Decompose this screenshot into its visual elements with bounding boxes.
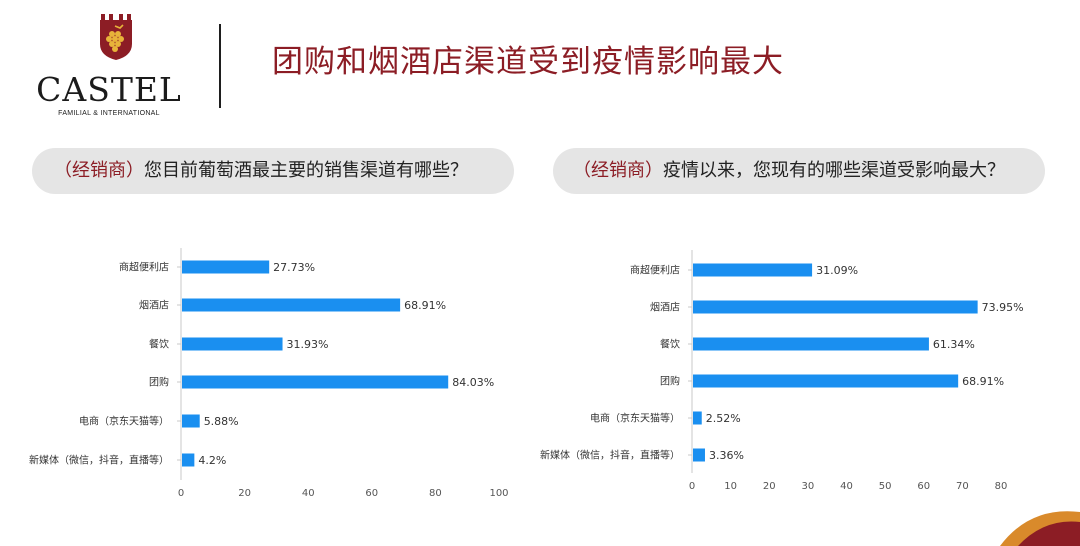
category-label: 团购 xyxy=(149,376,169,389)
x-tick-label: 10 xyxy=(724,481,737,492)
x-tick-label: 20 xyxy=(238,488,251,499)
bar xyxy=(693,337,929,351)
data-label: 68.91% xyxy=(962,375,1004,388)
category-label: 商超便利店 xyxy=(630,264,680,277)
category-label: 电商（京东天猫等） xyxy=(590,412,680,425)
bar xyxy=(693,374,959,388)
x-tick-label: 40 xyxy=(302,488,315,499)
category-label: 烟酒店 xyxy=(139,299,169,312)
data-label: 4.2% xyxy=(198,454,226,467)
x-tick-label: 50 xyxy=(879,481,892,492)
question-pill-2: （经销商）疫情以来，您现有的哪些渠道受影响最大？ xyxy=(553,148,1045,194)
bar xyxy=(693,411,702,425)
question-tag: （经销商） xyxy=(573,160,663,181)
bar xyxy=(182,337,283,351)
x-tick-label: 30 xyxy=(802,481,815,492)
bar xyxy=(182,375,449,389)
bar xyxy=(693,263,813,277)
x-tick-label: 100 xyxy=(489,488,508,499)
question-text: 疫情以来，您现有的哪些渠道受影响最大？ xyxy=(663,160,1005,181)
crest-icon xyxy=(100,14,132,60)
data-label: 3.36% xyxy=(709,449,744,462)
bar xyxy=(693,448,705,462)
bar xyxy=(693,300,978,314)
data-label: 73.95% xyxy=(982,301,1024,314)
data-label: 5.88% xyxy=(204,415,239,428)
page-title: 团购和烟酒店渠道受到疫情影响最大 xyxy=(272,44,784,80)
x-tick-label: 60 xyxy=(365,488,378,499)
x-tick-label: 20 xyxy=(763,481,776,492)
category-label: 新媒体（微信，抖音，直播等） xyxy=(29,454,169,467)
category-label: 团购 xyxy=(660,375,680,388)
question-tag: （经销商） xyxy=(54,160,144,181)
question-text: 您目前葡萄酒最主要的销售渠道有哪些？ xyxy=(144,160,468,181)
data-label: 61.34% xyxy=(933,338,975,351)
bar xyxy=(182,414,200,428)
bar xyxy=(182,453,195,467)
data-label: 2.52% xyxy=(706,412,741,425)
x-tick-label: 80 xyxy=(995,481,1008,492)
x-tick-label: 70 xyxy=(956,481,969,492)
category-label: 餐饮 xyxy=(149,338,169,351)
x-tick-label: 60 xyxy=(917,481,930,492)
data-label: 27.73% xyxy=(273,261,315,274)
logo-tagline: FAMILIAL & INTERNATIONAL xyxy=(58,110,160,117)
x-tick-label: 0 xyxy=(178,488,184,499)
category-label: 餐饮 xyxy=(660,338,680,351)
category-label: 商超便利店 xyxy=(119,261,169,274)
data-label: 31.09% xyxy=(816,264,858,277)
x-tick-label: 40 xyxy=(840,481,853,492)
x-tick-label: 0 xyxy=(689,481,695,492)
bar xyxy=(182,298,401,312)
logo-wordmark: CASTEL xyxy=(36,70,182,109)
header-divider xyxy=(219,24,221,108)
corner-decoration xyxy=(1000,511,1080,546)
x-tick-label: 80 xyxy=(429,488,442,499)
bar xyxy=(182,260,270,274)
category-label: 新媒体（微信，抖音，直播等） xyxy=(540,449,680,462)
question-pill-1: （经销商）您目前葡萄酒最主要的销售渠道有哪些？ xyxy=(32,148,514,194)
castel-logo: CASTEL FAMILIAL & INTERNATIONAL xyxy=(20,14,190,117)
data-label: 68.91% xyxy=(404,299,446,312)
category-label: 烟酒店 xyxy=(650,301,680,314)
data-label: 84.03% xyxy=(452,376,494,389)
data-label: 31.93% xyxy=(287,338,329,351)
category-label: 电商（京东天猫等） xyxy=(79,415,169,428)
